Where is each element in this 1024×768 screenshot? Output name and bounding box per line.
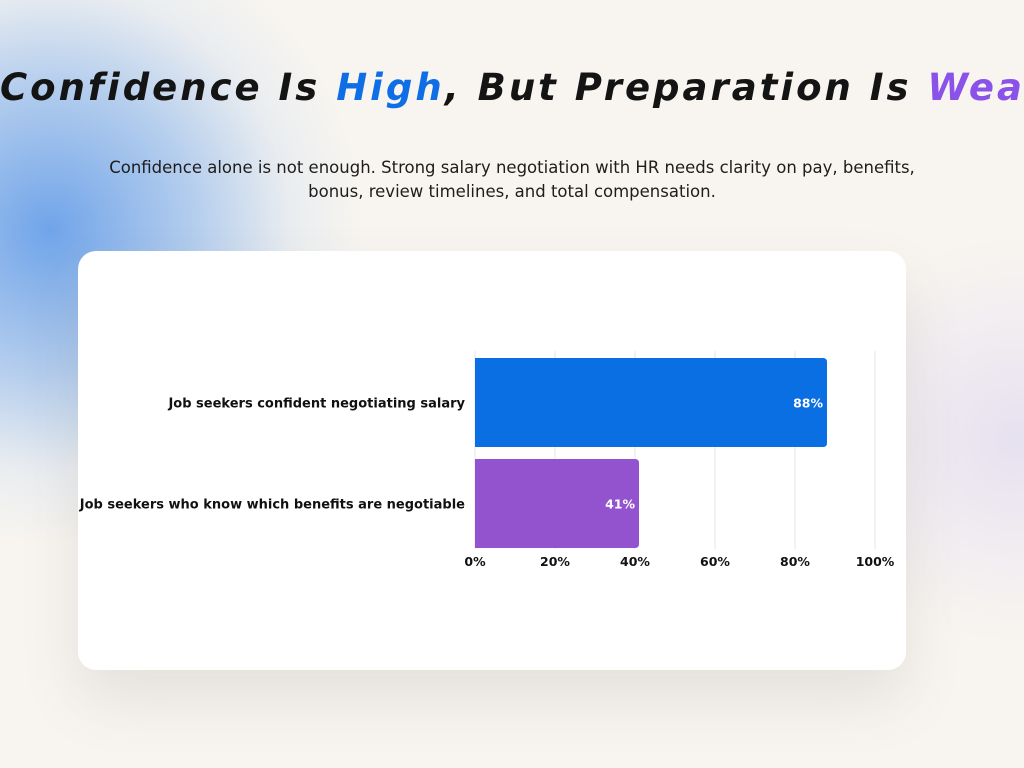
value-label-2: 41% bbox=[605, 497, 635, 512]
bar-1 bbox=[475, 358, 827, 447]
bar-chart: Job seekers confident negotiating salary… bbox=[79, 351, 895, 569]
x-tick-label-40: 40% bbox=[620, 554, 650, 569]
bar-2 bbox=[475, 459, 639, 548]
x-tick-label-0: 0% bbox=[464, 554, 486, 569]
title-part-1: Confidence Is bbox=[0, 66, 337, 109]
x-tick-label-100: 100% bbox=[856, 554, 895, 569]
x-tick-label-60: 60% bbox=[700, 554, 730, 569]
value-label-1: 88% bbox=[793, 396, 823, 411]
chart-card: Job seekers confident negotiating salary… bbox=[78, 251, 906, 670]
page-title: Confidence Is High, But Preparation Is W… bbox=[0, 66, 1024, 109]
title-highlight-high: High bbox=[336, 66, 445, 109]
page-subtitle: Confidence alone is not enough. Strong s… bbox=[109, 158, 915, 201]
x-tick-label-80: 80% bbox=[780, 554, 810, 569]
title-highlight-weak: Weak! bbox=[927, 66, 1024, 109]
category-label-2: Job seekers who know which benefits are … bbox=[79, 498, 465, 513]
x-tick-label-20: 20% bbox=[540, 554, 570, 569]
category-label-1: Job seekers confident negotiating salary bbox=[167, 397, 465, 412]
title-part-2: , But Preparation Is bbox=[444, 66, 928, 109]
